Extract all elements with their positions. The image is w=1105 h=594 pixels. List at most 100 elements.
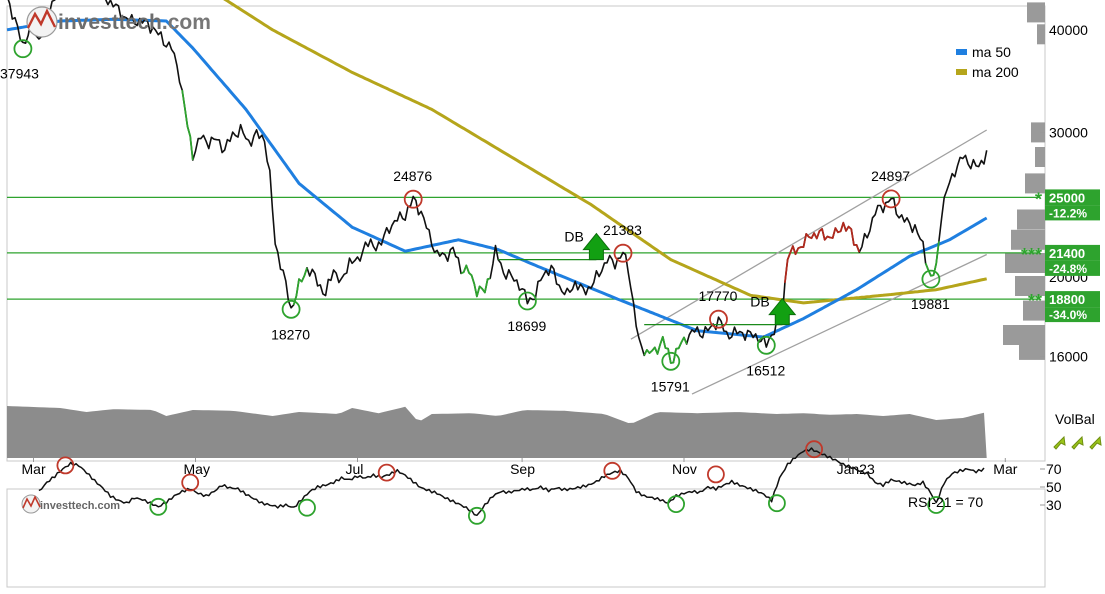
- y-tick-label: 16000: [1049, 349, 1088, 365]
- volume-profile-bar: [1011, 229, 1045, 250]
- volume-balance-indicator: VolBal: [1053, 411, 1102, 450]
- volume-balance-fill: [7, 406, 987, 458]
- extreme-label: 24897: [871, 168, 910, 184]
- logo-text-com: .com: [162, 11, 211, 34]
- volume-profile-bar: [1027, 2, 1045, 23]
- level-pct-bg: [1045, 260, 1100, 276]
- level-price-text: 18800: [1049, 292, 1085, 307]
- y-tick-label: 30000: [1049, 124, 1088, 140]
- rsi-tick-label: 30: [1046, 497, 1062, 513]
- level-price-bg: [1045, 189, 1100, 206]
- volume-profile-bar: [1015, 276, 1045, 296]
- rsi-extreme-circle: [603, 461, 622, 480]
- extreme-circle: [709, 309, 728, 329]
- volbal-arrow-icon: [1089, 435, 1102, 450]
- logo-icon: [21, 494, 41, 514]
- level-stars: *: [1035, 189, 1042, 209]
- x-tick-label: Mar: [22, 461, 46, 477]
- volbal-label: VolBal: [1055, 411, 1095, 427]
- extreme-circle: [881, 189, 901, 209]
- legend-swatch: [956, 49, 967, 55]
- volbal-arrow-icon: [1071, 435, 1084, 450]
- x-tick-label: Mar: [993, 461, 1017, 477]
- volume-profile: [1003, 2, 1045, 360]
- rsi-extreme-circle: [377, 463, 396, 482]
- rsi-extreme-circle: [467, 506, 486, 525]
- legend: ma 50 ma 200: [956, 44, 1019, 80]
- price-signal-segment: [181, 89, 194, 161]
- logo-icon: [26, 6, 58, 38]
- level-label-box: 21400-24.8% ***: [1021, 244, 1100, 276]
- rsi-extreme-circle: [181, 473, 200, 492]
- extreme-circle: [518, 291, 537, 311]
- extreme-circle: [281, 299, 301, 319]
- rsi-extreme-circle: [707, 465, 725, 484]
- extreme-label: 18270: [271, 326, 310, 342]
- extreme-label: 18699: [507, 318, 546, 334]
- rsi-extreme-circle: [56, 456, 75, 475]
- x-tick-label: May: [184, 461, 210, 477]
- extreme-circle: [613, 243, 633, 263]
- db-arrow-icon: [768, 297, 797, 326]
- rsi-label: RSI-21 = 70: [908, 494, 983, 510]
- price-signal-segment: [460, 264, 491, 298]
- legend-label: ma 50: [972, 44, 1011, 60]
- extreme-circle: [921, 269, 941, 289]
- extreme-label: 16512: [746, 362, 785, 378]
- support-resistance-lines: [7, 196, 1040, 300]
- rsi-panel: [38, 440, 985, 525]
- x-tick-label: Nov: [672, 461, 697, 477]
- rsi-extreme-circle: [768, 494, 786, 513]
- level-stars: **: [1028, 291, 1042, 311]
- logo-text-small: investtech.com: [40, 500, 120, 512]
- investtech-logo: investtech.com: [26, 6, 211, 38]
- volume-profile-bar: [1035, 147, 1045, 167]
- level-price-bg: [1045, 244, 1100, 261]
- volume-profile-bar: [1005, 253, 1045, 273]
- extreme-circle: [403, 189, 423, 209]
- rsi-extreme-circle: [927, 496, 946, 514]
- legend-swatch: [956, 69, 967, 75]
- level-pct-bg: [1045, 205, 1100, 221]
- volume-profile-bar: [1019, 339, 1045, 360]
- ma200-path: [223, 0, 988, 305]
- channel-lower-line: [691, 253, 987, 395]
- price-y-axis: 5000040000300002000016000: [1040, 22, 1088, 365]
- volume-profile-bar: [1017, 209, 1045, 230]
- volume-balance-area: [7, 406, 987, 458]
- y-tick-label: 40000: [1049, 22, 1088, 38]
- price-line: [7, 0, 988, 364]
- level-pct-text: -24.8%: [1049, 262, 1087, 276]
- logo-text-invest: investtech: [58, 11, 162, 34]
- extreme-label: 15791: [651, 378, 690, 394]
- x-tick-label: Sep: [510, 461, 535, 477]
- volume-profile-bar: [1025, 173, 1045, 194]
- legend-label: ma 200: [972, 64, 1019, 80]
- extreme-circle: [661, 351, 681, 371]
- extreme-label: 19881: [911, 296, 950, 312]
- price-signal-segment: [292, 267, 308, 306]
- level-price-text: 25000: [1049, 190, 1085, 205]
- extreme-markers: 3794347450182702487618699213831579117770…: [0, 39, 950, 394]
- extreme-label: 17770: [699, 288, 738, 304]
- rsi-tick-label: 70: [1046, 461, 1062, 477]
- level-price-bg: [1045, 291, 1100, 308]
- rsi-path: [38, 447, 985, 517]
- level-labels: 25000-12.2% * 21400-24.8% *** 18800-34.0% **: [1021, 189, 1100, 323]
- level-label-box: 25000-12.2% *: [1035, 189, 1100, 221]
- extreme-label: 21383: [603, 222, 642, 238]
- price-signal-segment: [784, 221, 861, 283]
- price-signal-segment: [924, 241, 940, 277]
- db-label: DB: [750, 294, 769, 310]
- channel-upper-line: [630, 129, 988, 340]
- svg-text:investtech.com: investtech.com: [58, 11, 211, 34]
- trend-channel: [630, 129, 988, 395]
- extreme-circle: [13, 39, 33, 59]
- level-pct-text: -12.2%: [1049, 206, 1087, 220]
- level-stars: ***: [1021, 245, 1042, 265]
- volume-profile-bar: [1023, 300, 1045, 321]
- extreme-label: 24876: [393, 168, 432, 184]
- rsi-y-axis: 70 50 30: [1040, 461, 1062, 513]
- level-pct-text: -34.0%: [1049, 308, 1087, 322]
- volbal-arrow-icon: [1053, 435, 1066, 450]
